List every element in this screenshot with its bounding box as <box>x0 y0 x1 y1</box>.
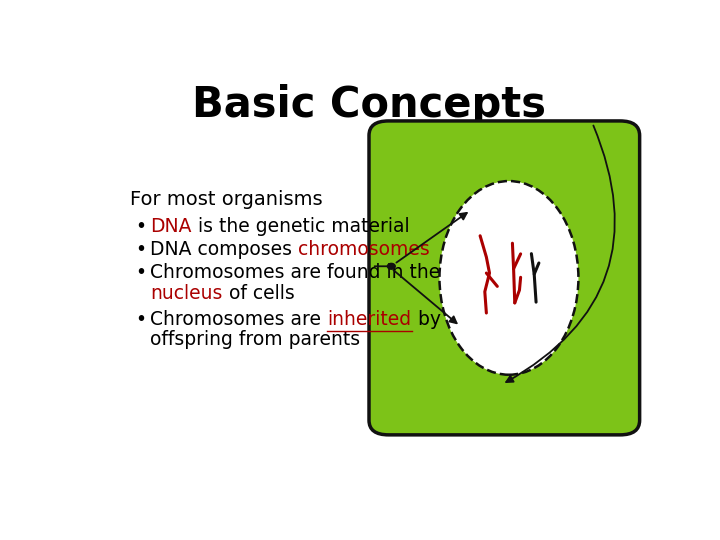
Text: inherited: inherited <box>328 309 412 329</box>
Text: offspring from parents: offspring from parents <box>150 330 361 349</box>
FancyBboxPatch shape <box>369 121 639 435</box>
Text: nucleus: nucleus <box>150 284 222 303</box>
Text: •: • <box>135 217 146 237</box>
Ellipse shape <box>439 181 578 375</box>
Circle shape <box>387 264 395 269</box>
Text: Chromosomes are: Chromosomes are <box>150 309 328 329</box>
Text: •: • <box>135 264 146 282</box>
Text: of cells: of cells <box>222 284 294 303</box>
FancyArrowPatch shape <box>506 125 615 382</box>
Text: •: • <box>135 240 146 259</box>
Text: For most organisms: For most organisms <box>130 190 323 210</box>
Text: •: • <box>135 309 146 329</box>
Text: by: by <box>412 309 441 329</box>
Text: Basic Concepts: Basic Concepts <box>192 84 546 125</box>
Text: chromosomes: chromosomes <box>299 240 431 259</box>
Text: is the genetic material: is the genetic material <box>192 217 410 237</box>
Text: Chromosomes are found in the: Chromosomes are found in the <box>150 264 441 282</box>
Text: DNA composes: DNA composes <box>150 240 299 259</box>
Text: DNA: DNA <box>150 217 192 237</box>
